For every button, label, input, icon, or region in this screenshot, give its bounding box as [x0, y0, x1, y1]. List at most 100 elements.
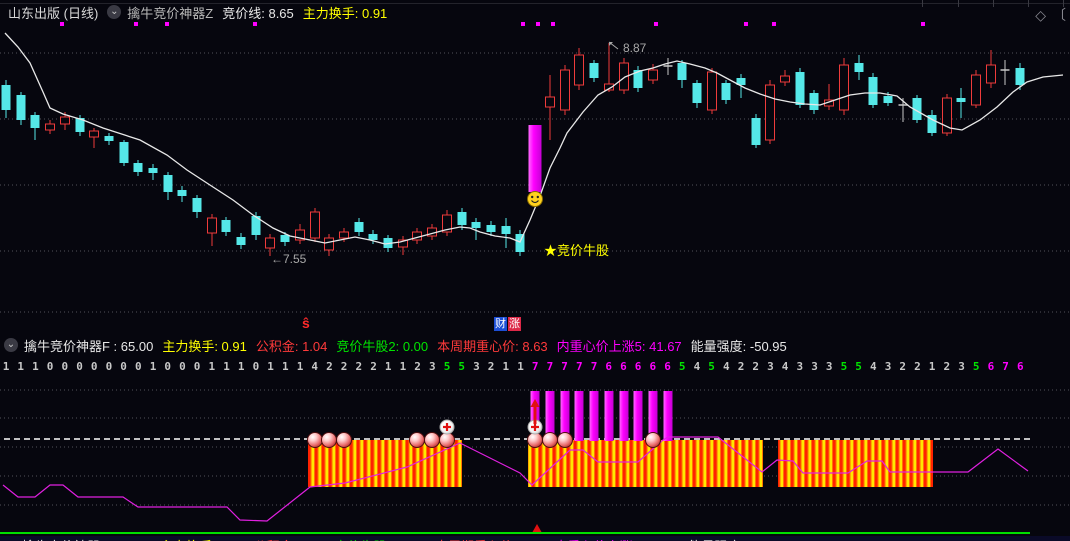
f-bull2: 竞价牛股2: 0.00: [334, 536, 426, 541]
candle-up: [619, 62, 629, 91]
ruler-tick: [922, 0, 923, 7]
bracket-icon[interactable]: 〔: [1052, 7, 1066, 23]
candle-down: [177, 190, 187, 196]
candle-up: [60, 116, 70, 125]
col-value: 0: [164, 360, 171, 373]
indicator-f-name: 擒牛竞价神器F : 65.00: [22, 536, 151, 541]
ball-marker: [527, 432, 543, 448]
ruler-tick: [993, 0, 994, 7]
main-candlestick-chart[interactable]: 8.87 ←7.55 ★竞价牛股: [0, 22, 1070, 314]
col-value: 1: [281, 360, 289, 373]
col-value: 1: [267, 360, 274, 373]
col-value: 0: [46, 360, 54, 373]
candle-up: [295, 229, 305, 241]
col-value: 2: [752, 360, 759, 373]
diamond-icon[interactable]: ◇: [1035, 6, 1046, 23]
col-value: 2: [899, 360, 906, 373]
col-value: 0: [134, 360, 142, 373]
indicator-f-header: ⌄ 擒牛竞价神器F : 65.00 主力换手: 0.91 公积金: 1.04 竞价牛股2…: [4, 334, 796, 356]
ball-marker: [307, 432, 323, 448]
candle-down: [751, 118, 761, 145]
candle-down: [104, 136, 114, 141]
candle-down: [736, 78, 746, 85]
col-value: 1: [17, 360, 24, 373]
ball-marker: [409, 432, 425, 448]
col-value: 7: [1002, 360, 1009, 373]
sell-marker: ŝ: [302, 315, 310, 331]
f-energy: 能量强度: -50.95: [690, 338, 787, 354]
candle-down: [486, 225, 496, 232]
col-value: 2: [414, 360, 421, 373]
ball-marker: [542, 432, 558, 448]
ruler-tick: [1028, 0, 1029, 7]
col-value: 2: [326, 360, 333, 373]
striped-energy-block: [528, 440, 763, 487]
col-value: 0: [120, 360, 127, 373]
main-turnover-value: 主力换手: 0.91: [302, 5, 388, 21]
col-value: 5: [678, 360, 686, 373]
f-center-up5: 内重心价上涨5: 41.67: [555, 536, 680, 541]
signal-bar: [528, 125, 542, 192]
col-value: 5: [708, 360, 715, 373]
magenta-signal-dot: [536, 22, 540, 26]
magenta-signal-bar: [574, 391, 584, 441]
col-value: 5: [972, 360, 980, 373]
indicator-z-name: 擒牛竞价神器Z: [127, 5, 214, 21]
striped-energy-block: [308, 440, 462, 487]
candle-up: [442, 214, 452, 233]
magenta-signal-bar: [648, 391, 658, 441]
ball-marker: [645, 432, 661, 448]
col-value: 3: [428, 360, 436, 373]
ruler-tick: [1063, 0, 1064, 7]
col-value: 7: [531, 360, 539, 373]
candle-down: [633, 70, 643, 88]
ball-marker: [557, 432, 573, 448]
col-value: 2: [914, 360, 921, 373]
col-value: 6: [649, 360, 657, 373]
col-value: 5: [458, 360, 465, 373]
f-bull2: 竞价牛股2: 0.00: [336, 338, 429, 354]
f-energy: 能量强度: -50.95: [689, 536, 785, 541]
col-value: 4: [781, 360, 789, 373]
col-value: 0: [179, 360, 186, 373]
indicator-f-dropdown-icon[interactable]: ⌄: [4, 338, 18, 352]
magenta-signal-dot: [60, 22, 64, 26]
ruler-tick: [958, 0, 959, 7]
indicator-dropdown-icon[interactable]: ⌄: [107, 5, 122, 19]
badge-zhang[interactable]: 涨: [508, 317, 521, 331]
candle-down: [16, 95, 26, 120]
candle-up: [324, 237, 334, 251]
candle-down: [148, 168, 158, 173]
ball-marker: [336, 432, 352, 448]
col-value: 0: [61, 360, 69, 373]
col-value: 5: [840, 360, 848, 373]
col-value: 7: [575, 360, 583, 373]
peak-label: 8.87: [623, 41, 647, 55]
col-value: 1: [2, 360, 10, 373]
col-value: 0: [193, 360, 201, 373]
magenta-signal-dot: [253, 22, 257, 26]
candle-up: [545, 96, 555, 108]
col-value: 1: [296, 360, 304, 373]
candle-up: [707, 71, 717, 111]
candle-up: [560, 69, 570, 111]
candle-down: [854, 63, 864, 72]
candle-down: [883, 96, 893, 103]
candle-down: [1015, 68, 1025, 85]
col-value: 6: [987, 360, 995, 373]
candle-down: [471, 222, 481, 228]
candle-down: [809, 93, 819, 110]
indicator-f-chart[interactable]: [0, 376, 1070, 536]
candle-up: [839, 64, 849, 111]
ma-line: [4, 32, 1064, 245]
candle-up: [310, 211, 320, 239]
candle-up: [604, 83, 614, 91]
col-value: 6: [605, 360, 612, 373]
magenta-signal-dot: [654, 22, 658, 26]
badge-cai[interactable]: 财: [494, 317, 507, 331]
col-value: 7: [561, 360, 568, 373]
candle-up: [574, 54, 584, 86]
col-value: 1: [502, 360, 510, 373]
